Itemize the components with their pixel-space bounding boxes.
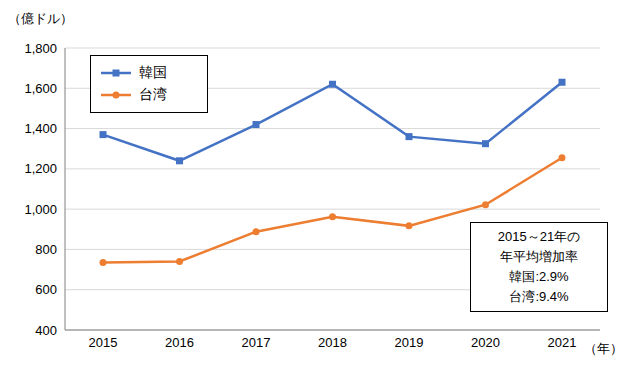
svg-text:1,400: 1,400 xyxy=(24,121,57,136)
html-text:2015～21年の: 2015～21年の xyxy=(497,229,581,244)
svg-text:2015: 2015 xyxy=(89,335,118,350)
svg-text:400: 400 xyxy=(35,323,57,338)
svg-text:2016: 2016 xyxy=(165,335,194,350)
svg-text:1,600: 1,600 xyxy=(24,81,57,96)
html-text:（億ドル）: （億ドル） xyxy=(8,11,73,26)
svg-text:2019: 2019 xyxy=(395,335,424,350)
html-text:（年）: （年） xyxy=(584,341,623,356)
html-text:年平均増加率: 年平均増加率 xyxy=(500,249,578,264)
html-text:台湾:9.4%: 台湾:9.4% xyxy=(509,289,569,304)
svg-text:2020: 2020 xyxy=(471,335,500,350)
svg-text:2021: 2021 xyxy=(548,335,577,350)
svg-text:2018: 2018 xyxy=(318,335,347,350)
svg-text:2017: 2017 xyxy=(242,335,271,350)
svg-text:600: 600 xyxy=(35,282,57,297)
html-text:韓国:2.9%: 韓国:2.9% xyxy=(509,269,569,284)
svg-text:1,000: 1,000 xyxy=(24,202,57,217)
html-text:台湾: 台湾 xyxy=(139,86,167,102)
html-text:韓国: 韓国 xyxy=(139,64,167,80)
svg-text:1,200: 1,200 xyxy=(24,161,57,176)
svg-text:800: 800 xyxy=(35,242,57,257)
svg-text:1,800: 1,800 xyxy=(24,41,57,56)
